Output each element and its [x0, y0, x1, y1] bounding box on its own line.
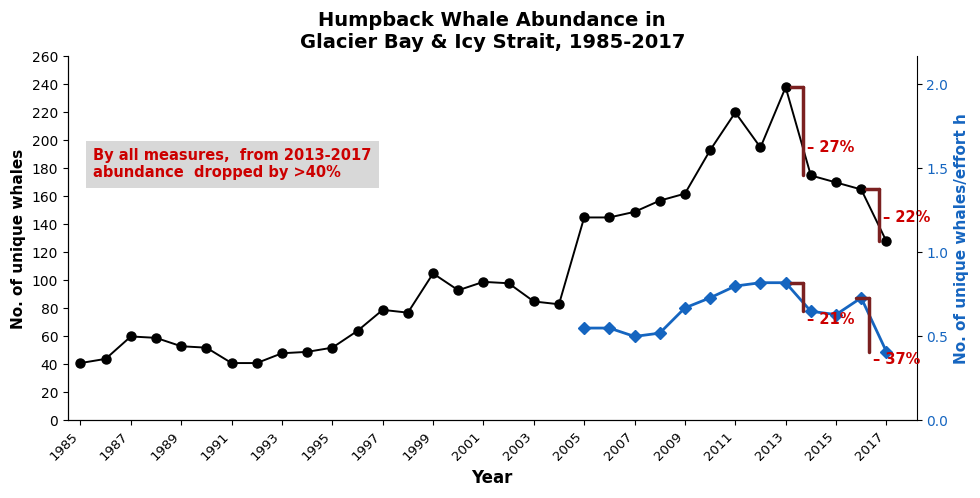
Text: – 22%: – 22% — [883, 210, 930, 225]
Text: – 37%: – 37% — [872, 353, 920, 368]
Text: – 27%: – 27% — [808, 140, 855, 155]
Text: By all measures,  from 2013-2017
abundance  dropped by >40%: By all measures, from 2013-2017 abundanc… — [93, 148, 371, 180]
X-axis label: Year: Year — [471, 469, 513, 487]
Title: Humpback Whale Abundance in
Glacier Bay & Icy Strait, 1985-2017: Humpback Whale Abundance in Glacier Bay … — [300, 11, 685, 52]
Text: – 21%: – 21% — [808, 312, 855, 327]
Y-axis label: No. of unique whales: No. of unique whales — [11, 148, 26, 329]
Y-axis label: No. of unique whales/effort h: No. of unique whales/effort h — [954, 113, 969, 364]
